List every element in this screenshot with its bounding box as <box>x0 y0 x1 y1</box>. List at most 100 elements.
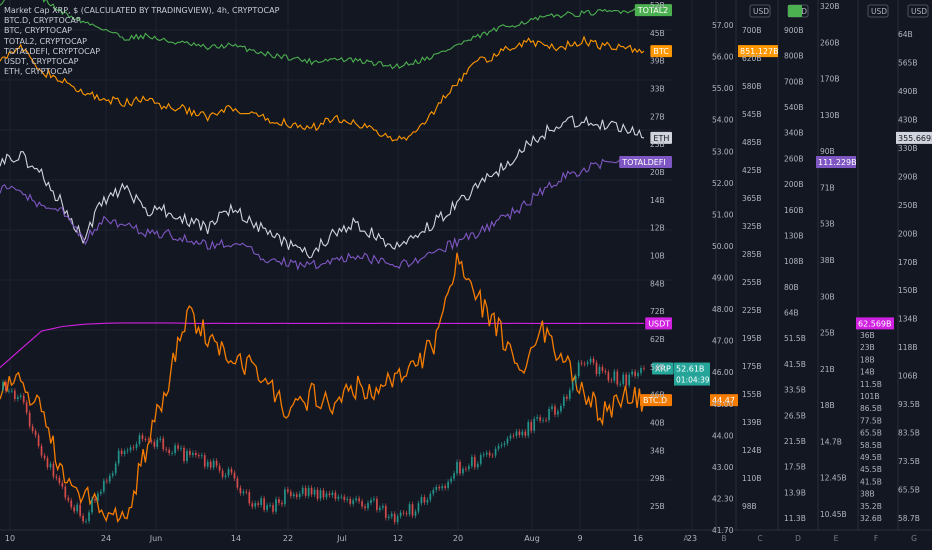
axis-tick-defi: 45.5B <box>860 465 882 474</box>
axis-tick-defi: 32.6B <box>860 514 882 523</box>
axis-tick-eth: 25B <box>820 329 835 338</box>
xrp-candle-body <box>491 455 494 457</box>
scale-letter[interactable]: F <box>874 534 878 543</box>
xrp-candle-body <box>470 456 473 467</box>
xrp-candle-body <box>266 505 268 510</box>
axis-tick-eth: 260B <box>820 38 839 47</box>
last-price-box[interactable] <box>710 394 738 407</box>
xrp-candle-body <box>551 406 553 409</box>
series-end-tag[interactable] <box>650 131 672 144</box>
xrp-candle-body <box>322 490 325 498</box>
axis-tick-usdt: 93.5B <box>898 400 920 409</box>
xrp-candle-body <box>542 419 544 421</box>
series-end-tag[interactable] <box>640 394 672 407</box>
xrp-candle-body <box>168 449 171 454</box>
xrp-candle-body <box>545 419 547 421</box>
axis-tick-usdt: 83.5B <box>898 429 920 438</box>
usd-badge-btcd[interactable] <box>749 4 771 18</box>
xrp-candle-body <box>643 367 645 369</box>
axis-tick-eth: 90B <box>820 147 835 156</box>
xrp-candle-body <box>186 450 188 462</box>
xrp-candle-body <box>328 493 331 496</box>
xrp-candle-body <box>616 371 619 385</box>
axis-tick-usdt: 430B <box>898 115 917 124</box>
xrp-candle-body <box>2 382 4 391</box>
series-end-tag[interactable] <box>645 317 672 330</box>
xrp-candle-body <box>313 489 316 495</box>
x-axis-tick: 10 <box>5 534 15 543</box>
axis-tick-btc: 425B <box>742 166 761 175</box>
axis-tick-total2: 21.5B <box>784 437 806 446</box>
axis-tick-total2: 26.5B <box>784 411 806 420</box>
xrp-candle-body <box>640 367 642 374</box>
x-axis-tick: 9 <box>577 534 582 543</box>
last-price-box[interactable] <box>816 156 856 169</box>
usd-badge-btcd-text: USD <box>753 7 769 16</box>
axis-tick-btc: 139B <box>742 418 761 427</box>
xrp-candle-body <box>64 486 67 498</box>
scale-letter[interactable]: A <box>683 534 689 543</box>
axis-tick-total2: 51.5B <box>784 334 806 343</box>
last-price-box[interactable] <box>674 362 710 375</box>
scale-letter[interactable]: C <box>757 534 762 543</box>
xrp-candle-body <box>459 461 461 474</box>
xrp-candle-body <box>37 435 40 447</box>
xrp-candle-body <box>180 447 182 449</box>
scale-letter[interactable]: B <box>721 534 726 543</box>
xrp-candle-body <box>58 477 61 483</box>
axis-tick-eth: 130B <box>820 111 839 120</box>
xrp-candle-body <box>355 498 358 501</box>
series-end-tag[interactable] <box>652 362 674 375</box>
xrp-candle-body <box>586 362 589 364</box>
xrp-candle-body <box>554 406 556 415</box>
xrp-candle-body <box>485 452 488 455</box>
xrp-candle-body <box>613 371 616 381</box>
series-end-tag[interactable] <box>619 156 672 169</box>
xrp-candle-body <box>248 492 251 504</box>
last-price-value: 111.229B <box>818 158 857 167</box>
last-price-box[interactable] <box>738 45 778 58</box>
axis-tick-usdt: 170B <box>898 258 917 267</box>
series-end-label: TOTAL2 <box>637 6 668 15</box>
xrp-candle-body <box>129 447 132 451</box>
axis-tick-defi: 23B <box>860 343 875 352</box>
xrp-candle-body <box>22 395 25 403</box>
series-end-label: USDT <box>648 319 670 328</box>
last-price-box[interactable] <box>856 317 894 330</box>
xrp-candle-body <box>533 418 536 431</box>
axis-tick-usdt: 250B <box>898 201 917 210</box>
xrp-candle-body <box>10 390 13 392</box>
xrp-candle-body <box>43 455 46 459</box>
usd-badge-usdt[interactable] <box>907 4 929 18</box>
axis-tick-btcd: 47.00 <box>712 337 734 346</box>
xrp-candle-body <box>548 408 550 421</box>
xrp-candle-body <box>19 395 22 398</box>
xrp-candle-body <box>565 396 568 399</box>
usd-badge-eth[interactable] <box>867 4 889 18</box>
xrp-candle-body <box>631 371 634 375</box>
xrp-candle-body <box>251 503 254 507</box>
xrp-candle-body <box>162 438 165 450</box>
scale-letter[interactable]: E <box>834 534 839 543</box>
xrp-candle-body <box>334 492 337 499</box>
series-end-tag[interactable] <box>634 4 672 17</box>
xrp-candle-body <box>450 478 452 482</box>
xrp-candle-body <box>257 503 260 505</box>
xrp-candle-body <box>530 421 533 431</box>
xrp-candle-body <box>55 476 58 478</box>
scale-letter[interactable]: G <box>911 534 917 543</box>
scale-letter[interactable]: D <box>795 534 801 543</box>
axis-tick-btc: 580B <box>742 82 761 91</box>
series-end-tag[interactable] <box>650 45 672 58</box>
axis-tick-total2: 33.5B <box>784 386 806 395</box>
axis-tick-btcd: 57.00 <box>712 21 734 30</box>
xrp-candle-body <box>607 372 610 381</box>
xrp-candle-body <box>340 496 343 498</box>
xrp-candle-body <box>102 480 105 492</box>
xrp-candle-body <box>595 362 598 375</box>
last-price-box[interactable] <box>896 131 932 144</box>
axis-tick-defi: 58.5B <box>860 441 882 450</box>
xrp-candle-body <box>91 498 93 513</box>
series-line-totaldefi <box>0 156 645 271</box>
